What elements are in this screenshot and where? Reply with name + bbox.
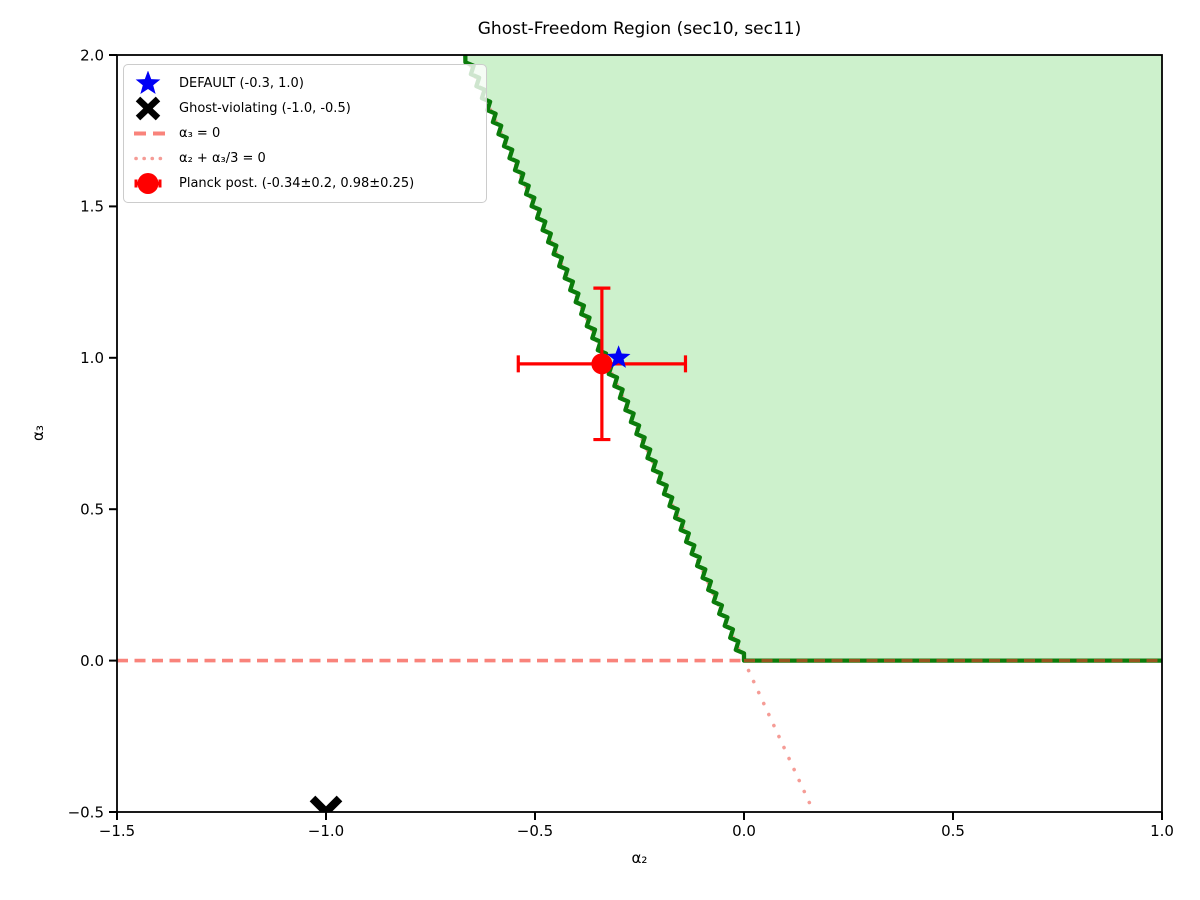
legend-x-glyph-2 [135, 96, 161, 121]
legend-item-default: DEFAULT (-0.3, 1.0) [132, 71, 476, 96]
green-region [465, 55, 1162, 661]
dashed-line-icon [134, 131, 166, 136]
ghost-x-marker [309, 795, 343, 812]
dotted-line-icon [134, 156, 166, 161]
planck-errorbar [516, 286, 688, 442]
legend-label: DEFAULT (-0.3, 1.0) [179, 76, 304, 91]
x-axis-label: α₂ [631, 849, 648, 867]
legend-planck-glyph [137, 173, 159, 194]
legend: DEFAULT (-0.3, 1.0) Ghost-violating (-1.… [123, 64, 487, 203]
x-tick-label: 0.5 [941, 822, 965, 840]
legend-label: Ghost-violating (-1.0, -0.5) [179, 101, 351, 116]
y-axis-label: α₃ [29, 425, 47, 441]
x-tick-label: 1.0 [1150, 822, 1174, 840]
planck-point-marker [591, 353, 613, 375]
legend-star-glyph [135, 71, 161, 95]
legend-item-planck: Planck post. (-0.34±0.2, 0.98±0.25) [132, 171, 476, 196]
y-tick-label: 0.0 [80, 652, 104, 670]
legend-item-alpha3-zero: α₃ = 0 [132, 121, 476, 146]
x-icon [135, 96, 161, 121]
legend-label: α₂ + α₃/3 = 0 [179, 151, 266, 166]
y-tick-label: 1.0 [80, 349, 104, 367]
axes-spines [116, 54, 1163, 813]
x-tick-label: −0.5 [517, 822, 553, 840]
y-tick-label: −0.5 [68, 803, 104, 821]
y-tick-label: 1.5 [80, 198, 104, 216]
errorbar-point-icon [134, 173, 162, 194]
legend-label: α₃ = 0 [179, 126, 221, 141]
x-tick-label: −1.0 [308, 822, 344, 840]
default-star-marker [606, 345, 631, 368]
x-stroke-2 [320, 795, 343, 812]
y-tick-label: 0.5 [80, 500, 104, 518]
x-tick-label: −1.5 [99, 822, 135, 840]
legend-label: Planck post. (-0.34±0.2, 0.98±0.25) [179, 176, 415, 191]
legend-item-alpha2-alpha3-zero: α₂ + α₃/3 = 0 [132, 146, 476, 171]
y-tick-label: 2.0 [80, 46, 104, 64]
x-stroke-1 [309, 795, 332, 812]
star-icon [135, 71, 161, 95]
chart-title: Ghost-Freedom Region (sec10, sec11) [477, 19, 802, 39]
legend-item-ghost-violating: Ghost-violating (-1.0, -0.5) [132, 96, 476, 121]
data-layer [117, 55, 1162, 812]
x-tick-label: 0.0 [732, 822, 756, 840]
